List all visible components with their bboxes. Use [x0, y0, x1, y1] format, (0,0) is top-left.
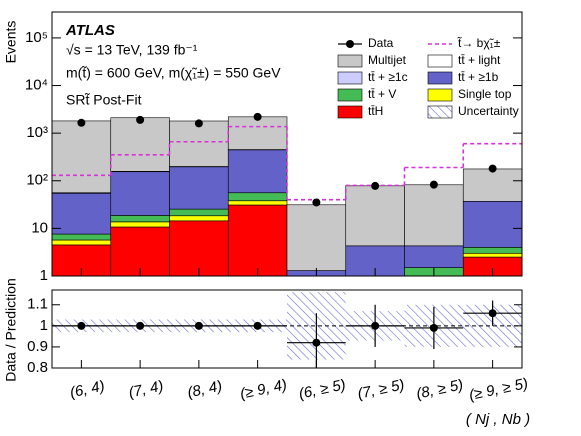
bar-segment	[286, 204, 347, 271]
bar-segment	[110, 226, 170, 276]
ratio-point	[312, 338, 321, 347]
data-point	[194, 119, 203, 128]
bar-segment	[227, 149, 288, 194]
x-tick-label: (6, 4)	[68, 378, 106, 402]
x-tick-label: (≥ 9, ≥ 5)	[467, 375, 529, 404]
bar-segment	[227, 200, 288, 206]
annotation: m(t̃) = 600 GeV, m(χ̃₁±) = 550 GeV	[66, 65, 281, 81]
data-point	[371, 181, 380, 190]
y-axis-label: Data / Prediction	[3, 278, 19, 382]
overlay: 1 10 10² 10³ 10⁴ 10⁵ 0.8 0.9 1 1.1 (6, 4) (7, 4) (8,…	[25, 29, 530, 404]
legend-swatch	[337, 54, 363, 68]
legend-label: tt̄ + light	[458, 53, 501, 67]
legend-swatch	[427, 105, 453, 119]
legend-label: Single top	[458, 87, 512, 101]
bar-segment	[52, 233, 112, 241]
bar-segment	[52, 239, 112, 246]
y-tick-label: 1.1	[27, 296, 48, 313]
bar-segment	[110, 117, 170, 172]
y-tick-label: 1	[40, 317, 48, 334]
bar-segment	[52, 192, 112, 235]
legend-label: Data	[368, 36, 394, 50]
legend-swatch	[337, 88, 363, 102]
bar-segment	[462, 252, 522, 258]
ratio-point	[488, 309, 497, 318]
bar-segment	[169, 220, 229, 276]
legend-swatch	[346, 40, 354, 48]
y-tick-label: 10	[31, 219, 48, 236]
data-point	[312, 198, 321, 207]
ratio-point	[253, 321, 262, 330]
bar-segment	[404, 245, 464, 268]
data-point	[136, 115, 145, 124]
bar-segment	[227, 192, 288, 202]
bar-segment	[462, 201, 522, 248]
x-tick-label: (6, ≥ 5)	[297, 376, 347, 402]
x-tick-label: (≥ 9, 4)	[239, 376, 289, 402]
legend-swatch	[337, 71, 363, 85]
data-point	[253, 112, 262, 121]
main-frame	[51, 11, 523, 277]
y-tick-label: 10³	[26, 124, 48, 141]
x-tick-label: (8, 4)	[186, 378, 224, 402]
data-point	[488, 164, 497, 173]
ratio-frame	[51, 289, 523, 369]
y-tick-label: 0.8	[27, 359, 48, 376]
legend-swatch	[337, 105, 363, 119]
experiment: ATLAS	[65, 22, 115, 39]
ratio-plot	[52, 292, 522, 368]
ratio-point	[371, 321, 380, 330]
annotation: √s = 13 TeV, 139 fb⁻¹	[66, 42, 198, 58]
ratio-point	[429, 323, 438, 332]
bar-segment	[52, 120, 112, 194]
bar-segment	[169, 215, 229, 222]
bar-segment	[110, 221, 170, 228]
legend-swatch	[427, 71, 453, 85]
bar-segment	[227, 116, 288, 150]
x-tick-label: (7, ≥ 5)	[356, 376, 406, 402]
ratio-point	[194, 321, 203, 330]
legend-label: tt̄ + V	[368, 87, 396, 101]
legend-label: Multijet	[368, 53, 407, 67]
bar-segment	[462, 247, 522, 254]
bar-segment	[462, 168, 522, 202]
legend-label: tt̄H	[368, 104, 383, 118]
legend-label: t̃→ bχ̃₁±	[457, 36, 501, 51]
x-tick-label: (8, ≥ 5)	[415, 376, 465, 402]
bar-segment	[110, 171, 170, 216]
bar-segment	[227, 204, 288, 276]
x-axis-label: ( Nj , Nb )	[466, 411, 530, 428]
y-axis-label: Events	[3, 21, 19, 64]
y-tick-label: 1	[40, 267, 48, 284]
y-tick-label: 10⁴	[25, 76, 48, 93]
bar-segment	[345, 185, 405, 247]
bar-segment	[110, 215, 170, 223]
data-point	[77, 118, 86, 127]
ratio-point	[136, 321, 145, 330]
main-plot	[52, 112, 522, 276]
legend-label: Uncertainty	[458, 104, 519, 118]
legend-label: tt̄ + ≥1c	[368, 70, 408, 84]
bar-segment	[404, 184, 464, 247]
legend-swatch	[427, 88, 453, 102]
y-tick-label: 0.9	[27, 338, 48, 355]
bar-segment	[169, 208, 229, 217]
y-tick-label: 10⁵	[25, 29, 48, 46]
legend-label: tt̄ + ≥1b	[458, 70, 499, 84]
legend-swatch	[427, 54, 453, 68]
ratio-point	[77, 321, 86, 330]
data-point	[429, 180, 438, 189]
bar-segment	[169, 120, 229, 167]
bar-segment	[169, 166, 229, 210]
x-tick-label: (7, 4)	[127, 378, 165, 402]
annotation: SRt̃ Post-Fit	[66, 92, 142, 108]
y-tick-label: 10²	[26, 172, 48, 189]
